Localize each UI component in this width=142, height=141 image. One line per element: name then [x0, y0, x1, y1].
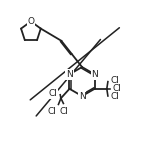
Text: Cl: Cl	[111, 92, 120, 101]
Text: Cl: Cl	[111, 76, 120, 85]
Text: Cl: Cl	[48, 89, 57, 98]
Text: O: O	[27, 17, 34, 26]
Text: Cl: Cl	[113, 84, 121, 93]
Text: N: N	[79, 92, 85, 101]
Text: Cl: Cl	[60, 106, 69, 115]
Text: Cl: Cl	[47, 107, 56, 116]
Text: N: N	[66, 70, 73, 79]
Text: N: N	[91, 70, 98, 79]
